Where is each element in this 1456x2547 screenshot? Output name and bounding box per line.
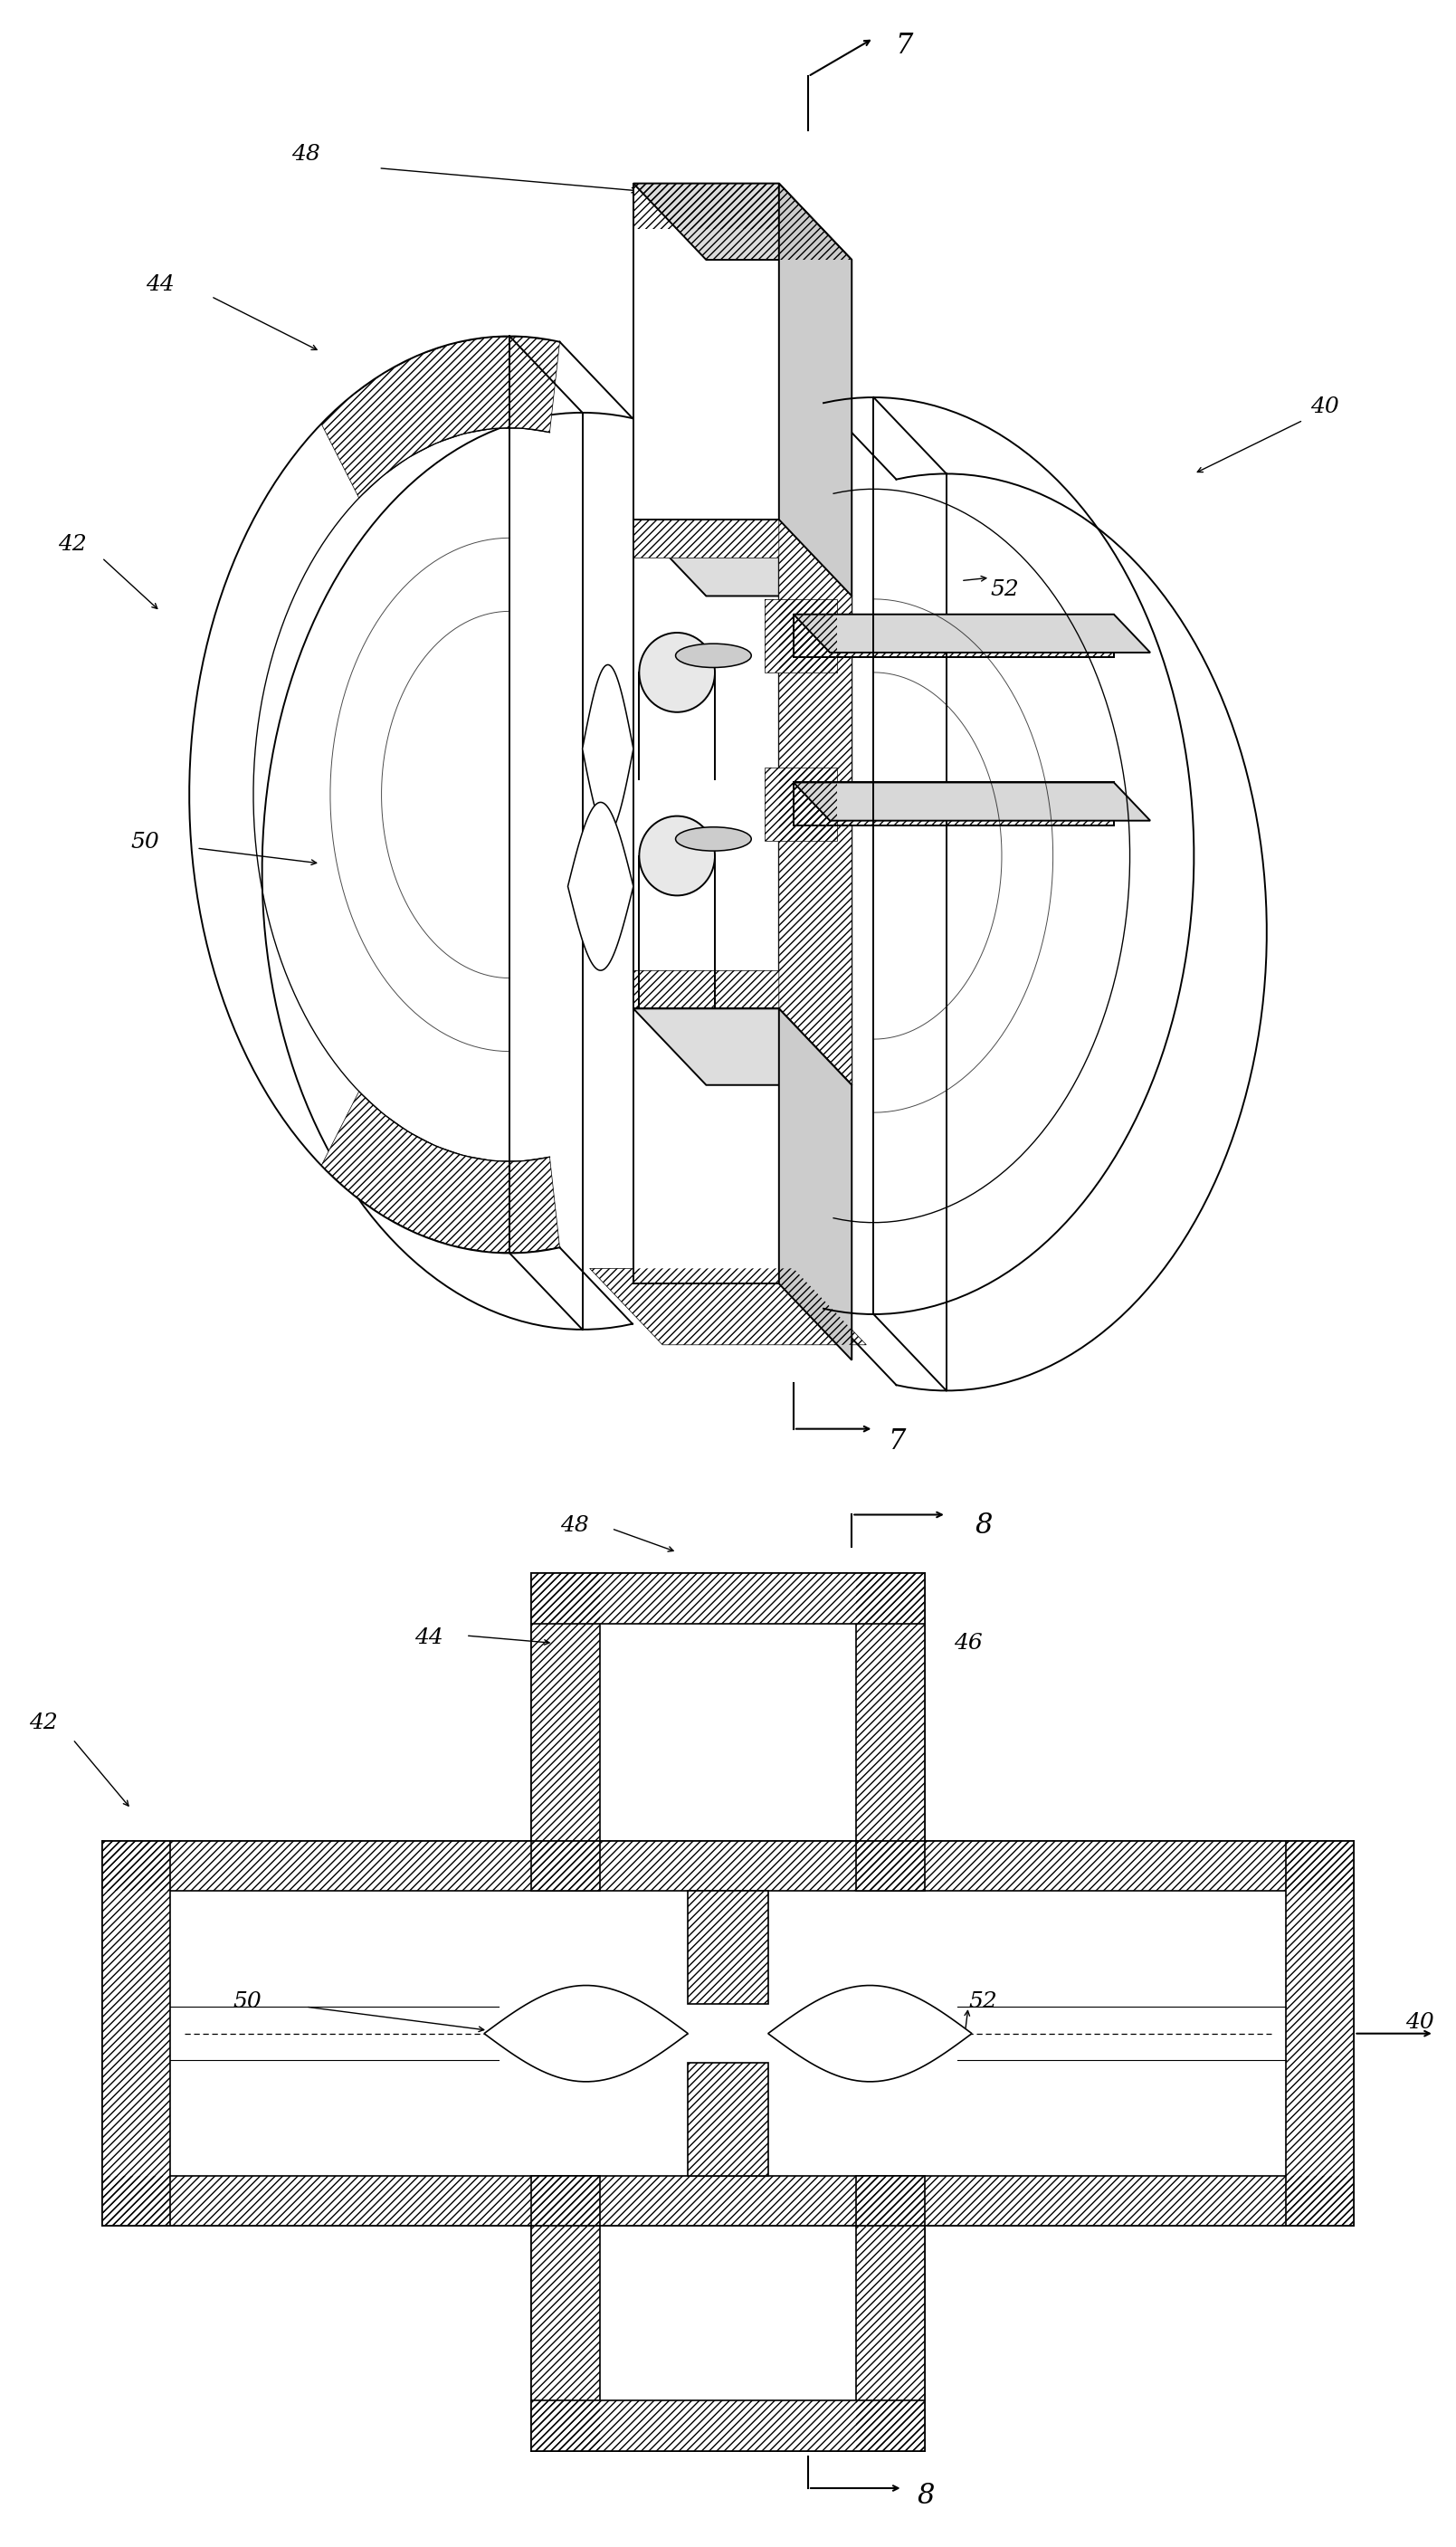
- Bar: [102, 1841, 1354, 2226]
- Polygon shape: [322, 336, 559, 499]
- Polygon shape: [633, 1009, 852, 1085]
- Bar: [531, 2226, 925, 2450]
- Bar: [531, 2402, 925, 2450]
- Polygon shape: [633, 183, 779, 229]
- Polygon shape: [633, 520, 852, 596]
- Text: 42: 42: [58, 535, 87, 555]
- Text: 50: 50: [233, 1992, 262, 2012]
- Bar: [102, 1841, 1354, 1890]
- Bar: [102, 2175, 1354, 2226]
- Bar: [687, 1890, 769, 2004]
- Bar: [531, 2175, 600, 2226]
- Polygon shape: [633, 520, 779, 558]
- Bar: [856, 1841, 925, 1890]
- Bar: [856, 2175, 925, 2226]
- Polygon shape: [633, 183, 852, 260]
- Polygon shape: [779, 183, 852, 596]
- Circle shape: [639, 815, 715, 897]
- Text: 50: 50: [131, 833, 160, 853]
- Bar: [687, 2063, 769, 2175]
- Polygon shape: [769, 1987, 971, 2081]
- Bar: [531, 1574, 925, 1622]
- Text: 44: 44: [146, 275, 175, 295]
- Text: 44: 44: [415, 1628, 444, 1648]
- Bar: [531, 1574, 600, 1841]
- Polygon shape: [633, 520, 779, 1009]
- Bar: [531, 2226, 600, 2450]
- Text: 46: 46: [757, 229, 786, 250]
- Bar: [102, 1841, 1354, 1890]
- Text: 46: 46: [954, 1633, 983, 1653]
- Bar: [531, 1574, 925, 1622]
- Bar: [531, 1841, 600, 1890]
- Polygon shape: [794, 782, 1114, 825]
- Bar: [856, 1841, 925, 1890]
- Bar: [1286, 1841, 1354, 2226]
- Bar: [531, 1841, 600, 1890]
- Bar: [531, 1574, 925, 1841]
- Polygon shape: [568, 802, 633, 970]
- Text: 48: 48: [561, 1515, 590, 1536]
- Text: 8: 8: [917, 2481, 935, 2509]
- Polygon shape: [794, 614, 1114, 657]
- Polygon shape: [779, 520, 852, 1085]
- Polygon shape: [483, 1987, 687, 2081]
- Text: 48: 48: [291, 145, 320, 166]
- Bar: [531, 2226, 600, 2450]
- Bar: [102, 2175, 1354, 2226]
- Text: 8: 8: [976, 1510, 993, 1538]
- Text: 52: 52: [968, 1992, 997, 2012]
- Circle shape: [639, 632, 715, 713]
- Bar: [687, 1890, 769, 2004]
- Bar: [102, 1841, 170, 2226]
- Polygon shape: [633, 1009, 779, 1284]
- Bar: [531, 2402, 925, 2450]
- Text: 40: 40: [1310, 397, 1340, 418]
- Ellipse shape: [676, 644, 751, 667]
- Polygon shape: [764, 599, 837, 672]
- Bar: [531, 2175, 600, 2226]
- Text: 52: 52: [990, 581, 1019, 601]
- Bar: [856, 2226, 925, 2450]
- Text: 42: 42: [29, 1714, 58, 1735]
- Polygon shape: [633, 183, 852, 260]
- Bar: [687, 2063, 769, 2175]
- Polygon shape: [633, 183, 779, 520]
- Polygon shape: [794, 782, 1150, 820]
- Polygon shape: [779, 1009, 852, 1360]
- Polygon shape: [582, 665, 633, 833]
- Polygon shape: [633, 970, 779, 1009]
- Polygon shape: [590, 1268, 866, 1345]
- Bar: [102, 1841, 170, 2226]
- Text: 40: 40: [1405, 2012, 1434, 2033]
- Bar: [856, 1574, 925, 1841]
- Bar: [856, 2175, 925, 2226]
- Polygon shape: [779, 520, 852, 1085]
- Bar: [1286, 1841, 1354, 2226]
- Bar: [856, 1574, 925, 1841]
- Polygon shape: [794, 614, 1150, 652]
- Bar: [856, 2226, 925, 2450]
- Ellipse shape: [676, 828, 751, 851]
- Polygon shape: [764, 767, 837, 841]
- Text: 7: 7: [895, 31, 913, 61]
- Bar: [531, 1574, 600, 1841]
- Polygon shape: [322, 1090, 559, 1253]
- Text: 7: 7: [888, 1426, 906, 1454]
